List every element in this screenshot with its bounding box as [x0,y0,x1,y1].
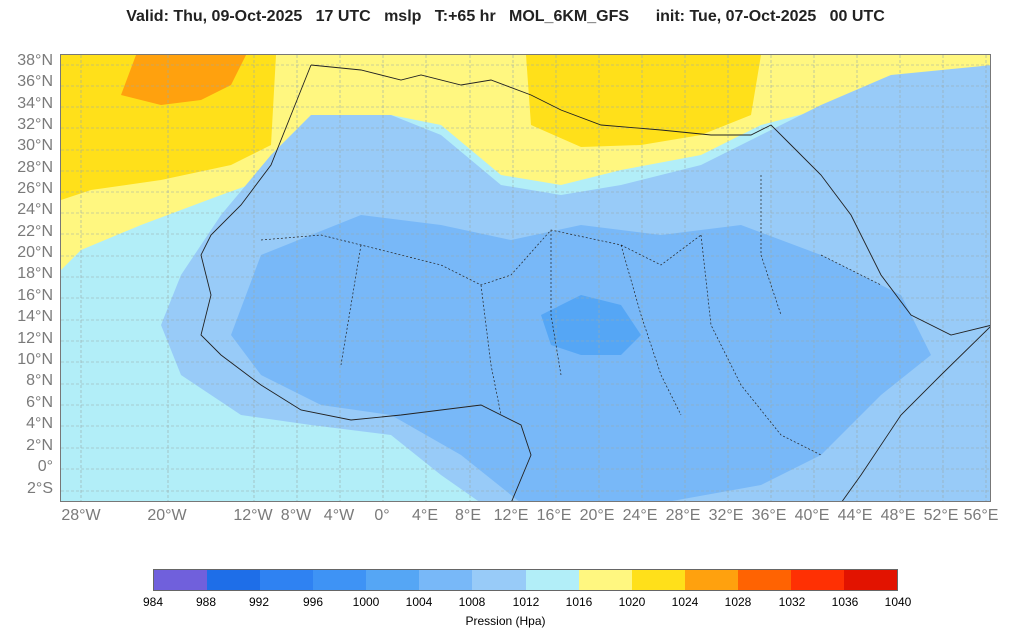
lat-label: 28°N [17,159,53,176]
lon-label: 52°E [923,507,959,524]
colorbar-swatch [472,570,526,590]
lat-label: 6°N [26,394,53,411]
colorbar-tick: 1036 [831,595,859,609]
colorbar-swatch [419,570,473,590]
lon-label: 36°E [751,507,787,524]
lat-label: 2°S [27,480,53,497]
colorbar-swatch [313,570,367,590]
pressure-colorbar [153,569,898,591]
lat-label: 16°N [17,287,53,304]
lat-label: 26°N [17,180,53,197]
lon-label: 56°E [963,507,999,524]
lon-label: 8°E [455,507,481,524]
colorbar-tick: 1008 [458,595,486,609]
lon-label: 16°E [536,507,572,524]
lat-label: 38°N [17,52,53,69]
colorbar-swatch [207,570,261,590]
lat-label: 36°N [17,73,53,90]
colorbar-swatch [844,570,898,590]
lon-label: 8°W [280,507,312,524]
colorbar-swatch [260,570,314,590]
lat-label: 20°N [17,244,53,261]
lon-label: 20°W [147,507,187,524]
lon-label: 40°E [794,507,830,524]
lat-label: 4°N [26,415,53,432]
lon-label: 20°E [579,507,615,524]
lat-label: 12°N [17,330,53,347]
map-title: Valid: Thu, 09-Oct-2025 17 UTC mslp T:+6… [126,8,885,25]
colorbar-label: Pression (Hpa) [465,614,546,628]
colorbar-tick: 1016 [565,595,593,609]
lat-label: 32°N [17,116,53,133]
lat-label: 24°N [17,201,53,218]
colorbar-tick: 992 [248,595,270,609]
lat-label: 14°N [17,308,53,325]
lon-label: 28°E [665,507,701,524]
colorbar-swatch [366,570,420,590]
lat-label: 34°N [17,95,53,112]
colorbar-swatch [790,570,845,590]
zone-1020-west [61,55,276,200]
lon-label: 32°E [708,507,744,524]
country-borders [260,175,882,456]
lon-label: 28°W [61,507,101,524]
colorbar-tick: 1012 [512,595,540,609]
colorbar-swatch [737,570,791,590]
graticule [61,55,990,501]
lon-label: 44°E [837,507,873,524]
lon-label: 12°E [493,507,529,524]
zone-1000 [541,295,641,355]
colorbar-swatch [154,570,208,590]
colorbar-tick: 988 [195,595,217,609]
colorbar-tick: 1040 [884,595,912,609]
lat-label: 0° [37,458,53,475]
lon-label: 24°E [622,507,658,524]
colorbar-tick: 1004 [405,595,433,609]
colorbar-tick: 1000 [352,595,380,609]
colorbar-swatch [578,570,632,590]
lon-label: 0° [374,507,390,524]
lon-label: 48°E [880,507,916,524]
lat-label: 10°N [17,351,53,368]
lon-label: 12°W [233,507,273,524]
coastline [200,64,990,501]
lat-label: 8°N [26,372,53,389]
lon-label: 4°E [412,507,438,524]
colorbar-swatch [631,570,685,590]
colorbar-tick: 1028 [724,595,752,609]
lon-label: 4°W [323,507,355,524]
colorbar-swatch [684,570,738,590]
lat-label: 30°N [17,137,53,154]
colorbar-tick: 996 [302,595,324,609]
zone-1024 [121,55,246,105]
lat-label: 18°N [17,265,53,282]
lat-label: 22°N [17,223,53,240]
zone-1004 [231,215,931,501]
colorbar-tick: 984 [142,595,164,609]
lat-label: 2°N [26,437,53,454]
pressure-field [61,55,990,501]
zone-1020-east [526,55,761,147]
colorbar-tick: 1020 [618,595,646,609]
pressure-map [60,54,991,502]
colorbar-tick: 1024 [671,595,699,609]
colorbar-swatch [525,570,579,590]
colorbar-tick: 1032 [778,595,806,609]
